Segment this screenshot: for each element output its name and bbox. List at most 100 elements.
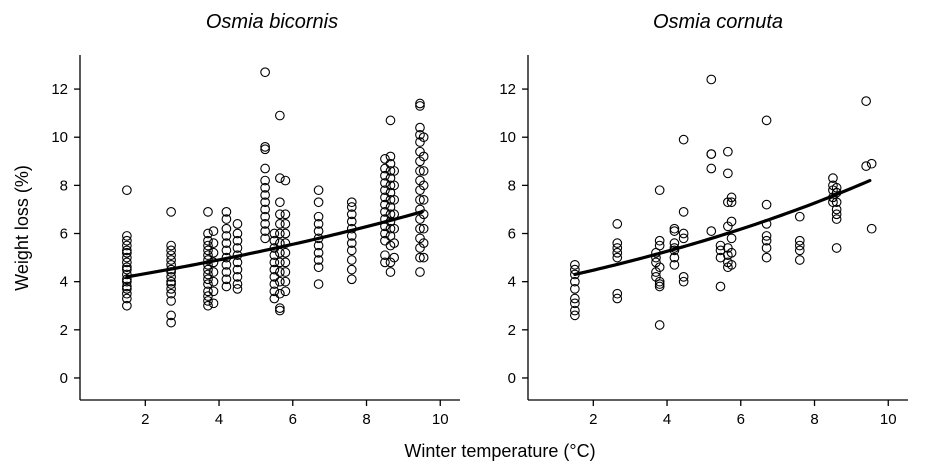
data-point bbox=[122, 269, 132, 280]
data-point bbox=[260, 67, 270, 78]
data-point bbox=[678, 233, 689, 244]
data-point bbox=[275, 197, 285, 208]
data-point bbox=[380, 163, 390, 174]
data-point bbox=[122, 284, 132, 294]
data-point bbox=[706, 226, 717, 236]
data-point bbox=[280, 286, 291, 297]
data-point bbox=[260, 163, 270, 174]
data-point bbox=[415, 243, 425, 253]
x-tick-label: 8 bbox=[362, 411, 370, 428]
data-point bbox=[346, 274, 357, 285]
data-point bbox=[122, 281, 132, 292]
data-point bbox=[570, 310, 580, 321]
x-tick-label: 10 bbox=[880, 411, 897, 428]
data-point bbox=[866, 223, 877, 234]
data-point bbox=[269, 264, 280, 275]
data-point bbox=[385, 180, 396, 191]
data-point bbox=[654, 281, 665, 292]
data-point bbox=[232, 284, 243, 294]
data-point bbox=[761, 252, 772, 263]
data-point bbox=[415, 122, 425, 133]
x-tick-label: 8 bbox=[810, 411, 818, 428]
data-point bbox=[828, 173, 838, 183]
data-point bbox=[415, 233, 425, 244]
data-point bbox=[385, 194, 396, 205]
data-point bbox=[313, 226, 324, 236]
data-point bbox=[275, 228, 285, 239]
y-tick-label: 12 bbox=[51, 81, 68, 98]
data-point bbox=[203, 264, 213, 275]
data-point bbox=[166, 284, 176, 294]
data-point bbox=[208, 276, 219, 287]
data-point bbox=[203, 235, 213, 246]
data-point bbox=[415, 267, 425, 277]
data-point bbox=[654, 185, 665, 196]
data-point bbox=[232, 257, 243, 268]
data-point bbox=[678, 228, 689, 239]
data-point bbox=[831, 209, 842, 220]
data-point bbox=[831, 197, 842, 208]
data-point bbox=[203, 240, 213, 251]
data-point bbox=[280, 175, 291, 186]
x-tick-label: 6 bbox=[289, 411, 297, 428]
data-point bbox=[415, 194, 425, 205]
x-tick-label: 4 bbox=[215, 411, 223, 428]
y-tick-label: 4 bbox=[508, 274, 516, 291]
data-point bbox=[612, 238, 623, 248]
y-tick-label: 2 bbox=[60, 322, 68, 339]
data-point bbox=[415, 98, 425, 109]
data-point bbox=[260, 144, 270, 155]
data-point bbox=[203, 296, 213, 306]
data-point bbox=[280, 209, 291, 220]
data-point bbox=[415, 146, 425, 157]
data-point bbox=[651, 267, 661, 277]
data-point bbox=[221, 259, 232, 270]
data-point bbox=[669, 226, 680, 236]
data-point bbox=[166, 310, 176, 321]
data-point bbox=[570, 298, 580, 309]
data-point bbox=[346, 238, 357, 248]
data-point bbox=[415, 101, 425, 111]
data-point bbox=[418, 209, 429, 220]
data-point bbox=[260, 182, 270, 193]
y-tick-label: 0 bbox=[60, 370, 68, 387]
data-point bbox=[866, 158, 877, 169]
data-point bbox=[313, 262, 324, 273]
data-point bbox=[380, 154, 390, 164]
data-point bbox=[706, 74, 717, 85]
data-point bbox=[831, 204, 842, 215]
data-point bbox=[122, 257, 132, 268]
data-point bbox=[715, 252, 726, 263]
data-point bbox=[726, 216, 737, 227]
data-point bbox=[415, 214, 425, 224]
data-point bbox=[166, 255, 176, 265]
y-tick-label: 8 bbox=[60, 177, 68, 194]
data-point bbox=[380, 185, 390, 196]
data-point bbox=[203, 291, 213, 301]
data-point bbox=[203, 250, 213, 261]
data-point bbox=[346, 245, 357, 256]
data-point bbox=[232, 279, 243, 289]
data-point bbox=[389, 180, 400, 191]
data-point bbox=[669, 259, 680, 270]
data-point bbox=[418, 223, 429, 234]
data-point bbox=[275, 267, 285, 277]
data-point bbox=[232, 228, 243, 239]
data-point bbox=[570, 284, 580, 294]
data-point bbox=[761, 199, 772, 210]
data-point bbox=[122, 252, 132, 263]
data-point bbox=[221, 267, 232, 277]
data-point bbox=[570, 259, 580, 270]
x-tick-label: 2 bbox=[589, 411, 597, 428]
data-point bbox=[418, 151, 429, 162]
data-point bbox=[380, 228, 390, 239]
data-point bbox=[669, 238, 680, 248]
data-point bbox=[678, 276, 689, 287]
data-point bbox=[275, 303, 285, 313]
data-point bbox=[415, 252, 425, 263]
data-point bbox=[269, 228, 280, 239]
data-point bbox=[275, 305, 285, 316]
data-point bbox=[380, 207, 390, 217]
data-point bbox=[269, 257, 280, 268]
data-point bbox=[418, 180, 429, 191]
